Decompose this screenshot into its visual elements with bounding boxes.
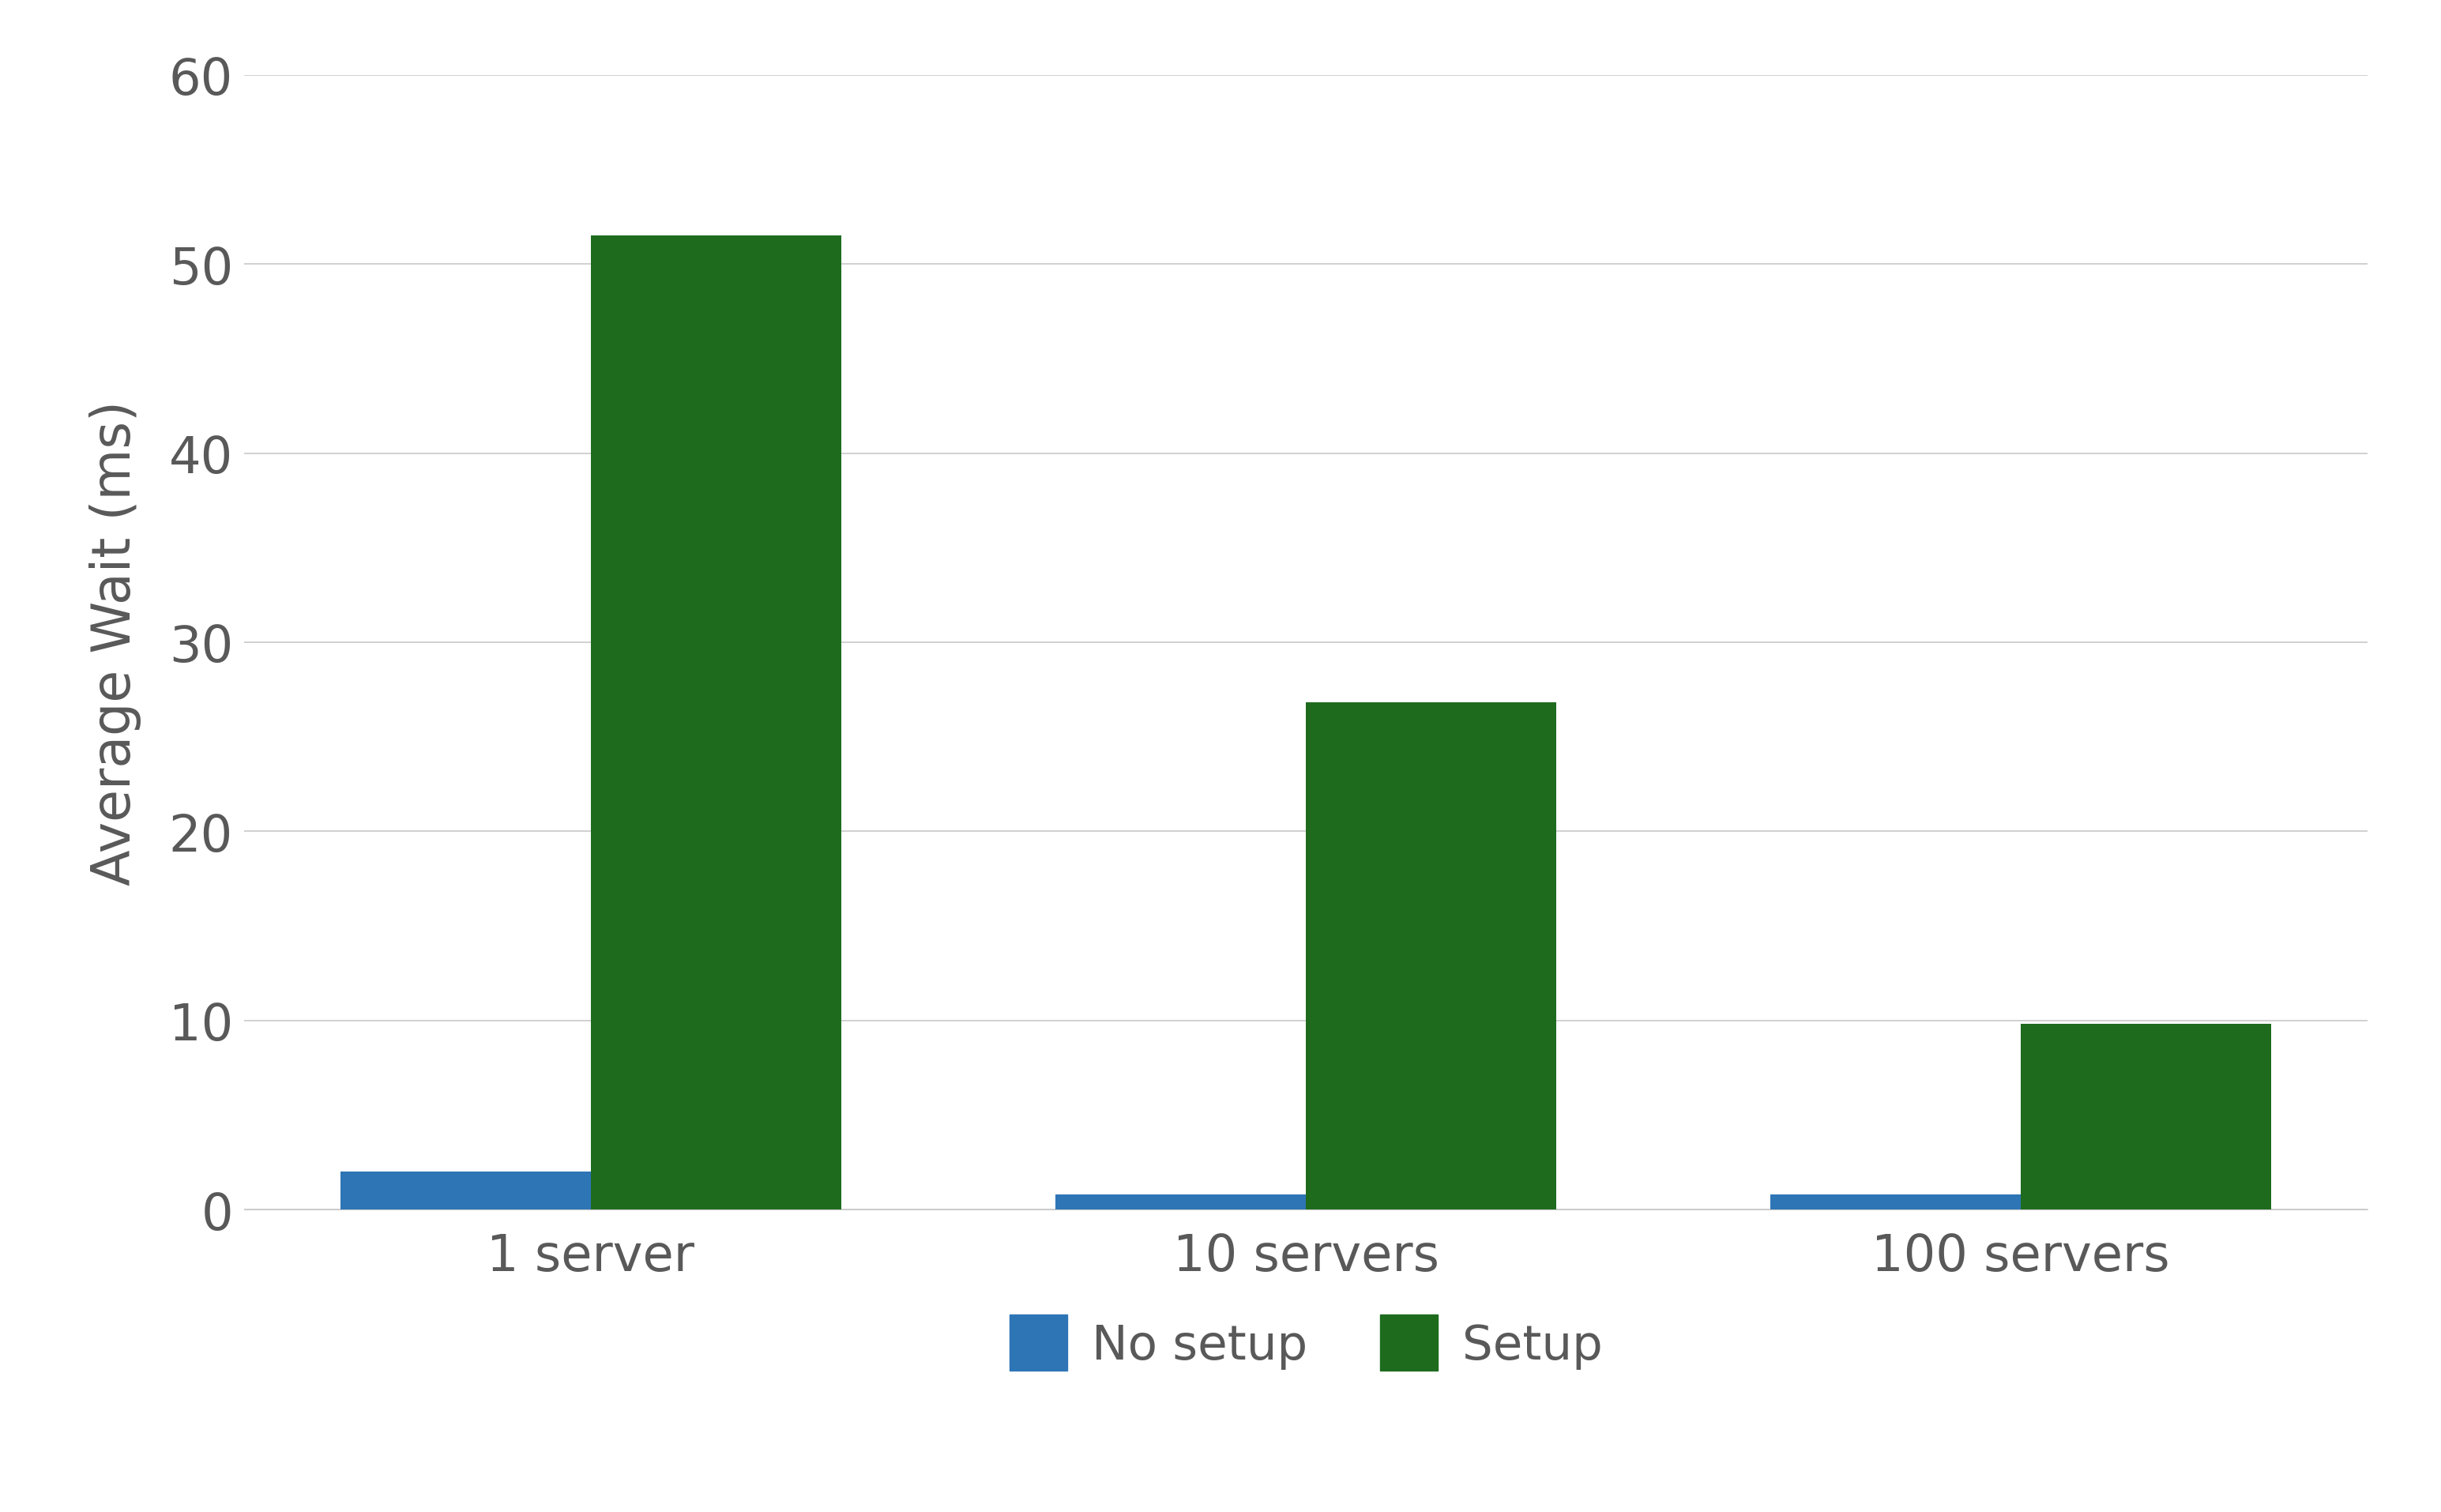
Bar [591, 236, 842, 1210]
Bar [342, 1172, 591, 1210]
Bar [1055, 1194, 1306, 1210]
Bar [2021, 1025, 2270, 1210]
Bar [1770, 1194, 2021, 1210]
Y-axis label: Average Wait (ms): Average Wait (ms) [90, 401, 142, 885]
Bar [1306, 703, 1557, 1210]
Legend: No setup, Setup: No setup, Setup [991, 1296, 1621, 1390]
